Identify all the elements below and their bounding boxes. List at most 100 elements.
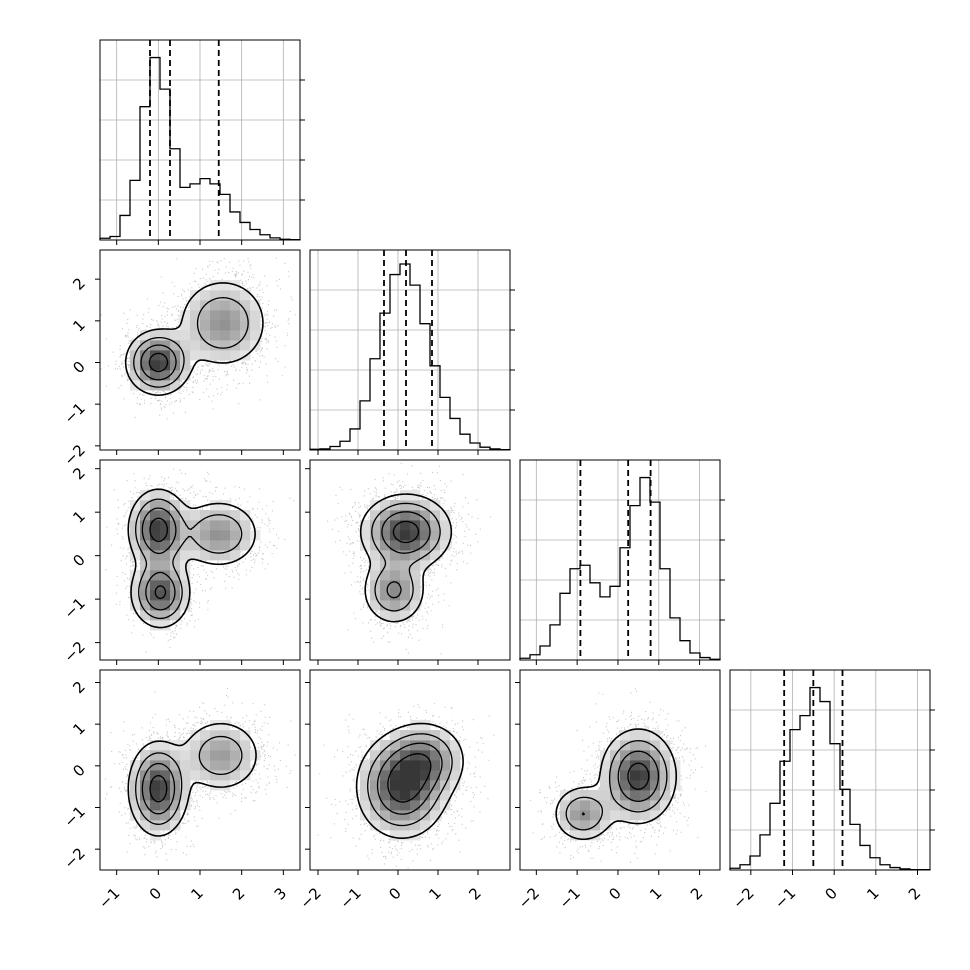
density-cell	[360, 800, 371, 811]
density-cell	[170, 750, 181, 761]
density-cell	[600, 800, 611, 811]
density-cell	[390, 750, 401, 761]
contour-line	[376, 742, 443, 815]
density-cell	[230, 520, 241, 531]
density-cell	[400, 580, 411, 591]
density-cell	[600, 820, 611, 831]
density-cell	[210, 500, 221, 511]
density-cell	[230, 730, 241, 741]
density-cell	[390, 540, 401, 551]
density-cell	[220, 310, 231, 321]
density-cell	[660, 800, 671, 811]
density-cell	[410, 760, 421, 771]
density-cell	[590, 790, 601, 801]
density-cell	[400, 780, 411, 791]
density-cell	[220, 720, 231, 731]
contour-line	[359, 493, 453, 623]
density-cell	[370, 520, 381, 531]
contour-line	[581, 750, 660, 816]
density-cell	[440, 730, 451, 741]
density-cell	[190, 730, 201, 741]
density-cell	[130, 770, 141, 781]
density-cell	[570, 790, 581, 801]
density-cell	[430, 730, 441, 741]
density-cell	[240, 290, 251, 301]
density-cell	[240, 520, 251, 531]
contour-line	[127, 722, 257, 837]
density-cell	[410, 800, 421, 811]
density-cell	[560, 800, 571, 811]
density-cell	[430, 790, 441, 801]
density-cell	[370, 740, 381, 751]
y-tick-label: −2	[60, 844, 88, 872]
contour-line	[135, 735, 243, 825]
density-cell	[650, 750, 661, 761]
density-cell	[390, 810, 401, 821]
density-cell	[150, 790, 161, 801]
density-cell	[170, 810, 181, 821]
density-cell	[400, 730, 411, 741]
density-cell	[160, 810, 171, 821]
density-cell	[410, 720, 421, 731]
density-cell	[240, 730, 251, 741]
density-cell	[200, 740, 211, 751]
density-cell	[230, 510, 241, 521]
density-cell	[170, 570, 181, 581]
x-tick-label: 0	[385, 884, 404, 903]
density-cell	[410, 740, 421, 751]
density-cell	[160, 740, 171, 751]
density-cell	[140, 760, 151, 771]
density-cell	[180, 800, 191, 811]
density-cell	[660, 750, 671, 761]
y-tick-label: 2	[69, 678, 88, 697]
density-cell	[640, 750, 651, 761]
density-cell	[370, 570, 381, 581]
y-tick-label: 0	[69, 761, 88, 780]
density-cell	[210, 740, 221, 751]
density-cell	[190, 760, 201, 771]
density-cell	[650, 810, 661, 821]
density-cell	[420, 740, 431, 751]
y-tick-label: −1	[60, 803, 88, 831]
density-cell	[160, 530, 171, 541]
density-cell	[150, 610, 161, 621]
density-cell	[150, 380, 161, 391]
scatter-points	[327, 460, 492, 655]
density-cell	[200, 760, 211, 771]
density-content	[327, 460, 492, 655]
density-cell	[240, 750, 251, 761]
density-cell	[250, 750, 261, 761]
density-cell	[160, 560, 171, 571]
density-cell	[240, 310, 251, 321]
contour-line	[355, 722, 464, 839]
density-cell	[400, 590, 411, 601]
density-cell	[420, 760, 431, 771]
density-cell	[250, 330, 261, 341]
density-cell	[440, 790, 451, 801]
density-cell	[160, 380, 171, 391]
density-cell	[150, 530, 161, 541]
density-cell	[180, 350, 191, 361]
density-cell	[370, 760, 381, 771]
density-cell	[220, 330, 231, 341]
density-cell	[160, 520, 171, 531]
y-tick-label: 1	[69, 719, 88, 738]
density-cell	[180, 510, 191, 521]
density-cell	[420, 500, 431, 511]
density-cell	[150, 580, 161, 591]
x-tick-label: −1	[771, 884, 799, 912]
density-cell	[430, 750, 441, 761]
density-cell	[600, 790, 611, 801]
density-cell	[390, 740, 401, 751]
x-tick-label: 2	[229, 884, 248, 903]
density-cell	[220, 320, 231, 331]
density-cell	[140, 780, 151, 791]
density-cell	[400, 550, 411, 561]
density-cell	[420, 790, 431, 801]
density-cell	[140, 530, 151, 541]
density-cell	[190, 330, 201, 341]
density-cell	[600, 810, 611, 821]
density-content	[100, 257, 296, 420]
density-cell	[190, 310, 201, 321]
